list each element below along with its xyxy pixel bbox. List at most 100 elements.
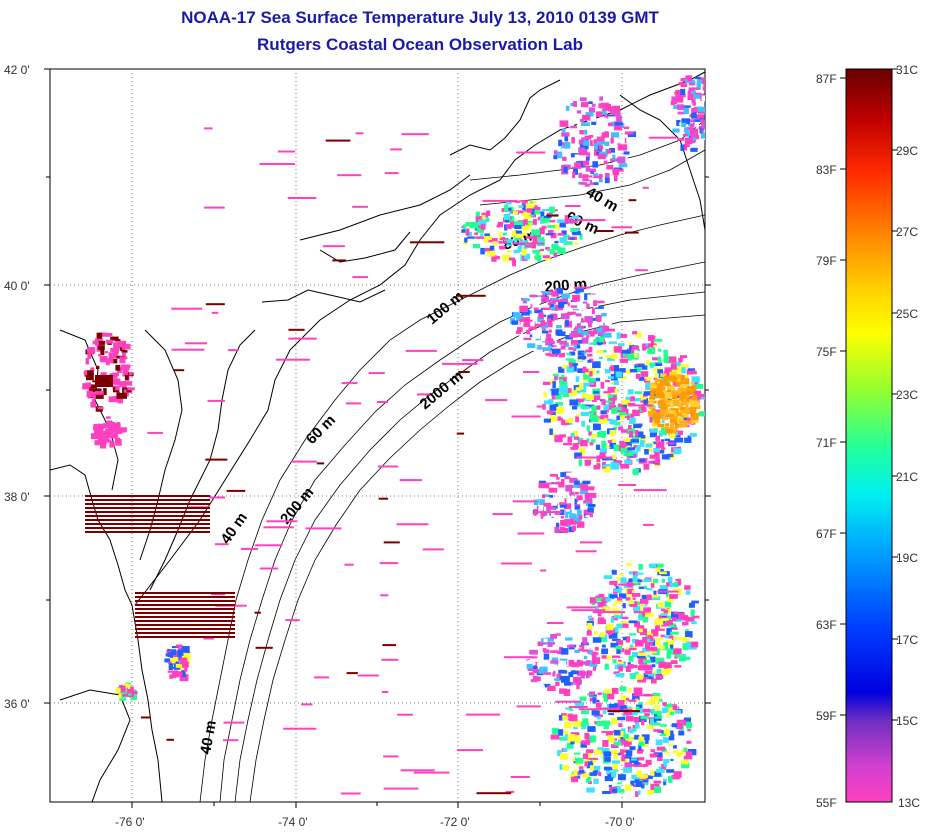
sst-pixel <box>682 621 689 626</box>
sst-pixel <box>606 623 614 631</box>
sst-pixel <box>527 343 536 348</box>
sst-pixel <box>549 404 558 411</box>
sst-pixel <box>97 345 105 350</box>
sst-pixel <box>475 236 484 239</box>
sst-pixel <box>583 152 591 156</box>
sst-pixel <box>124 374 129 381</box>
sst-pixel <box>203 637 214 640</box>
sst-pixel <box>589 371 593 377</box>
sst-pixel <box>558 669 568 674</box>
sst-pixel <box>604 141 610 146</box>
sst-pixel <box>629 710 638 716</box>
sst-pixel <box>90 401 96 408</box>
sst-pixel <box>668 734 675 741</box>
sst-pixel <box>591 652 597 658</box>
sst-pixel <box>575 310 584 314</box>
sst-pixel <box>100 437 109 442</box>
sst-pixel <box>466 713 500 716</box>
sst-pixel <box>505 790 515 793</box>
sst-pixel <box>697 106 705 112</box>
sst-pixel <box>90 367 95 372</box>
sst-pixel <box>598 617 605 622</box>
sst-pixel <box>641 665 650 669</box>
sst-pixel <box>512 242 544 245</box>
sst-pixel <box>541 216 551 223</box>
sst-pixel <box>611 760 621 764</box>
sst-pixel <box>678 730 685 736</box>
sst-pixel <box>677 578 681 586</box>
sst-pixel <box>602 791 611 794</box>
sst-pixel <box>482 199 517 202</box>
sst-pixel <box>555 329 563 336</box>
sst-pixel <box>514 233 524 238</box>
sst-pixel <box>629 601 638 607</box>
sst-pixel <box>502 254 511 262</box>
sst-pixel <box>654 362 663 366</box>
sst-pixel <box>672 588 682 591</box>
sst-pixel <box>600 410 608 415</box>
sst-pixel <box>683 755 693 760</box>
sst-pixel <box>478 219 487 226</box>
sst-pixel <box>573 290 579 294</box>
sst-pixel <box>630 737 636 740</box>
sst-pixel <box>665 590 669 598</box>
sst-pixel <box>332 259 347 262</box>
sst-pixel <box>556 219 565 223</box>
sst-pixel <box>564 222 569 224</box>
sst-pixel <box>596 405 601 410</box>
sst-pixel <box>538 239 544 245</box>
sst-pixel <box>682 643 689 651</box>
sst-pixel <box>569 399 579 406</box>
sst-pixel <box>660 447 666 450</box>
sst-pixel <box>595 597 604 602</box>
sst-pixel <box>558 353 566 358</box>
sst-pixel <box>701 95 705 102</box>
fahrenheit-label: 59F <box>816 709 837 723</box>
sst-pixel <box>691 621 697 625</box>
sst-pixel <box>545 637 554 642</box>
sst-pixel <box>566 497 572 504</box>
sst-pixel <box>383 541 400 544</box>
sst-pixel <box>346 672 358 675</box>
sst-pixel <box>667 389 672 393</box>
sst-pixel <box>531 229 541 236</box>
sst-pixel <box>608 712 614 716</box>
sst-pixel <box>127 387 135 391</box>
sst-pixel <box>537 252 543 255</box>
sst-pixel <box>559 504 567 508</box>
sst-pixel <box>574 154 580 162</box>
sst-pixel <box>610 132 620 138</box>
sst-pixel <box>572 294 580 302</box>
sst-pixel <box>254 611 261 614</box>
sst-pixel <box>596 707 619 710</box>
sst-pixel <box>633 366 639 370</box>
sst-pixel <box>567 735 576 742</box>
sst-pixel <box>643 677 650 680</box>
sst-pixel <box>677 588 681 596</box>
sst-pixel <box>559 237 568 243</box>
sst-pixel <box>579 182 588 185</box>
sst-pixel <box>632 331 638 335</box>
sst-pixel <box>645 612 654 618</box>
sst-pixel <box>629 673 638 677</box>
sst-pixel <box>654 372 658 379</box>
sst-pixel <box>567 718 574 721</box>
sst-pixel <box>597 692 603 695</box>
sst-pixel <box>630 675 636 679</box>
sst-pixel <box>492 513 513 516</box>
sst-pixel <box>661 615 667 618</box>
sst-pixel <box>654 628 665 631</box>
sst-pixel <box>603 723 609 730</box>
sst-pixel <box>616 647 621 654</box>
sst-pixel <box>625 636 630 643</box>
sst-pixel <box>658 413 664 416</box>
sst-pixel <box>553 373 559 377</box>
sst-pixel <box>624 756 632 759</box>
sst-pixel <box>536 511 563 514</box>
sst-pixel <box>552 348 561 356</box>
sst-pixel <box>119 356 128 360</box>
sst-pixel <box>609 439 617 443</box>
sst-pixel <box>607 772 615 779</box>
sst-pixel <box>526 663 533 670</box>
sst-pixel <box>92 340 96 345</box>
